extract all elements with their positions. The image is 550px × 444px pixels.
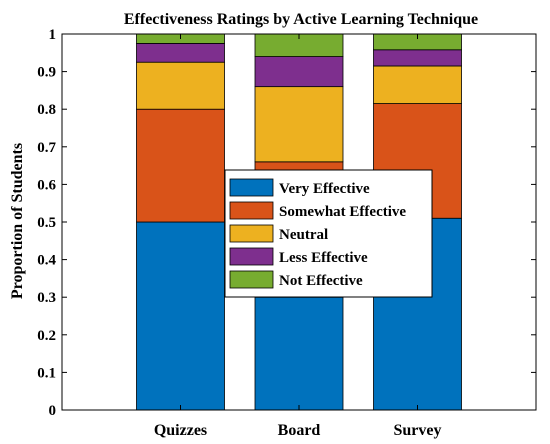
y-tick-label: 0.6 — [37, 177, 56, 193]
bar-board-less-effective — [254, 56, 344, 88]
x-tick-label-survey: Survey — [394, 422, 442, 439]
y-tick-label: 0 — [49, 403, 57, 419]
x-tick-label-board: Board — [278, 422, 321, 439]
legend: Very Effective Somewhat Effective Neutral L… — [224, 169, 433, 298]
y-tick-label: 0.3 — [37, 290, 56, 306]
legend-swatch-somewhat-effective — [229, 201, 274, 220]
y-tick-label: 0.5 — [37, 215, 56, 231]
legend-label-less-effective: Less Effective — [279, 250, 368, 266]
chart-title: Effectiveness Ratings by Active Learning… — [124, 11, 478, 28]
bar-quizzes-somewhat-effective — [136, 108, 225, 223]
legend-swatch-not-effective — [229, 270, 274, 289]
bar-survey-less-effective — [373, 49, 462, 67]
y-tick-label: 1 — [49, 27, 57, 43]
bar-survey-neutral — [373, 65, 462, 104]
bar-quizzes-less-effective — [136, 43, 225, 63]
y-tick-label: 0.8 — [37, 102, 56, 118]
bar-quizzes-very-effective — [136, 221, 225, 411]
legend-label-very-effective: Very Effective — [279, 181, 370, 197]
y-tick-label: 0.7 — [37, 140, 56, 156]
axes-layer: 0 0.1 0.2 0.3 0.4 0.5 0.6 0.7 0.8 0.9 1 Quizzes Boar… — [37, 27, 537, 439]
legend-swatch-neutral — [229, 224, 274, 243]
legend-swatch-very-effective — [229, 178, 274, 197]
y-tick-label: 0.1 — [37, 365, 56, 381]
y-tick-label: 0.9 — [37, 65, 56, 81]
bar-board-very-effective — [254, 296, 344, 411]
y-axis-label: Proportion of Students — [9, 143, 26, 299]
y-tick-label: 0.2 — [37, 328, 56, 344]
bar-quizzes-neutral — [136, 61, 225, 110]
legend-label-not-effective: Not Effective — [279, 273, 363, 289]
legend-label-neutral: Neutral — [279, 227, 328, 243]
x-tick-label-quizzes: Quizzes — [154, 422, 207, 439]
legend-swatch-less-effective — [229, 247, 274, 266]
y-tick-label: 0.4 — [37, 253, 56, 269]
legend-label-somewhat-effective: Somewhat Effective — [279, 204, 406, 220]
bar-board-neutral — [254, 86, 344, 163]
